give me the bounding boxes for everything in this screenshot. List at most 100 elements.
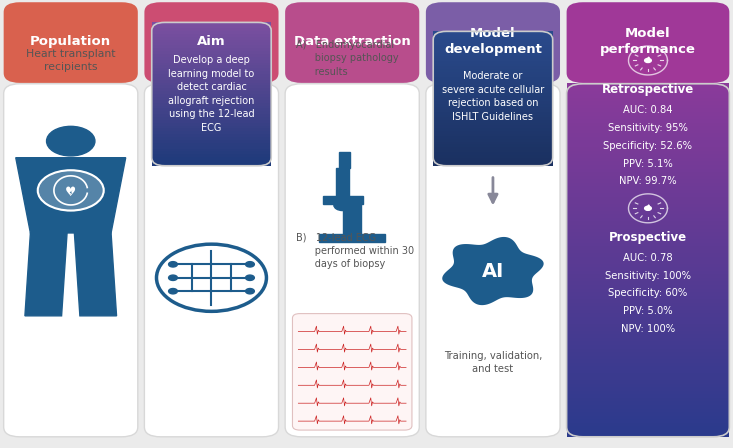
Bar <box>567 217 729 221</box>
Bar <box>567 415 729 419</box>
Bar <box>433 101 553 104</box>
Bar <box>152 34 271 37</box>
Circle shape <box>169 275 177 280</box>
Text: A)   Endomyocardial
      biopsy pathology
      results: A) Endomyocardial biopsy pathology resul… <box>296 39 399 77</box>
FancyBboxPatch shape <box>144 84 279 437</box>
Bar <box>567 373 729 377</box>
Bar <box>567 90 729 95</box>
Text: AUC: 0.84: AUC: 0.84 <box>623 105 673 115</box>
Bar <box>567 108 729 112</box>
Bar <box>567 235 729 239</box>
Circle shape <box>334 200 352 211</box>
Bar <box>152 30 271 34</box>
Bar <box>433 71 553 74</box>
Bar <box>433 31 553 34</box>
Bar <box>152 125 271 129</box>
Bar <box>567 186 729 190</box>
FancyBboxPatch shape <box>426 2 560 83</box>
Bar <box>567 387 729 391</box>
Bar <box>152 139 271 143</box>
Bar <box>433 42 553 45</box>
Circle shape <box>246 289 254 294</box>
Bar <box>152 79 271 82</box>
Bar <box>433 60 553 64</box>
Bar <box>433 155 553 158</box>
Bar <box>336 168 350 204</box>
Bar <box>567 288 729 292</box>
Circle shape <box>644 58 652 63</box>
Bar <box>433 163 553 166</box>
Text: B)   12-lead ECG
      performed within 30
      days of biopsy: B) 12-lead ECG performed within 30 days … <box>296 232 414 270</box>
Bar <box>567 292 729 296</box>
Bar <box>152 48 271 51</box>
Bar <box>567 348 729 352</box>
Bar <box>433 144 553 147</box>
Bar <box>152 102 271 106</box>
Bar <box>567 239 729 243</box>
Bar <box>567 98 729 101</box>
Bar <box>433 85 553 88</box>
Bar <box>433 157 553 160</box>
Bar <box>567 391 729 394</box>
Bar <box>567 313 729 317</box>
Bar <box>433 114 553 117</box>
Bar <box>152 120 271 123</box>
Bar <box>433 122 553 125</box>
Circle shape <box>169 289 177 294</box>
Bar <box>343 202 361 234</box>
Bar <box>567 143 729 147</box>
Bar <box>152 96 271 100</box>
Bar <box>152 151 271 154</box>
Text: AI: AI <box>482 262 504 280</box>
Bar <box>433 146 553 150</box>
Bar <box>433 74 553 77</box>
Text: Training, validation,
and test: Training, validation, and test <box>443 351 542 375</box>
Bar <box>567 157 729 161</box>
Bar <box>567 104 729 108</box>
Bar <box>567 267 729 271</box>
Circle shape <box>157 244 267 311</box>
Bar <box>433 44 553 47</box>
Bar <box>567 306 729 310</box>
Bar <box>567 83 729 87</box>
Bar <box>152 65 271 68</box>
Bar <box>152 116 271 120</box>
Bar <box>433 138 553 142</box>
Bar <box>152 39 271 43</box>
Text: Population: Population <box>30 35 111 48</box>
Bar <box>567 136 729 140</box>
Text: NPV: 100%: NPV: 100% <box>621 324 675 334</box>
Bar <box>567 376 729 380</box>
Bar <box>567 433 729 437</box>
Bar <box>567 203 729 207</box>
Bar <box>152 22 271 25</box>
Bar <box>567 352 729 356</box>
Bar <box>567 397 729 401</box>
Polygon shape <box>16 158 126 233</box>
Bar <box>433 98 553 101</box>
Bar <box>567 196 729 200</box>
Bar <box>567 172 729 176</box>
Bar <box>433 128 553 131</box>
Bar <box>433 130 553 134</box>
Bar <box>433 63 553 66</box>
Bar <box>567 122 729 126</box>
Text: Prospective: Prospective <box>609 231 687 244</box>
Circle shape <box>169 262 177 267</box>
Bar <box>567 246 729 250</box>
Bar <box>567 401 729 405</box>
Bar <box>152 85 271 88</box>
Bar <box>152 159 271 163</box>
Bar <box>433 69 553 72</box>
Polygon shape <box>441 236 545 306</box>
Bar <box>567 331 729 334</box>
Bar <box>152 128 271 131</box>
Text: Develop a deep
learning model to
detect cardiac
allograft rejection
using the 12: Develop a deep learning model to detect … <box>169 55 254 133</box>
Bar <box>152 56 271 60</box>
Bar <box>567 309 729 313</box>
Bar <box>152 28 271 31</box>
Bar <box>433 103 553 107</box>
Bar <box>567 426 729 430</box>
Bar <box>567 355 729 359</box>
Bar <box>567 168 729 172</box>
